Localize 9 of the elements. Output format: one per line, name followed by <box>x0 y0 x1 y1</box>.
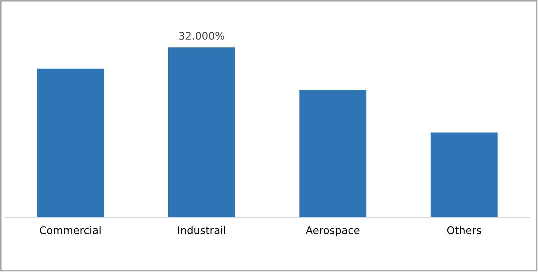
x-tick-label: Others <box>447 226 482 234</box>
x-tick-label: Commercial <box>40 226 101 234</box>
data-label: 32.000% <box>179 32 224 40</box>
bar <box>300 90 367 218</box>
bar <box>37 68 104 218</box>
x-tick-label: Industrail <box>178 226 226 234</box>
bar <box>168 48 236 218</box>
x-tick-label: Aerospace <box>306 226 360 236</box>
bar <box>430 132 498 218</box>
